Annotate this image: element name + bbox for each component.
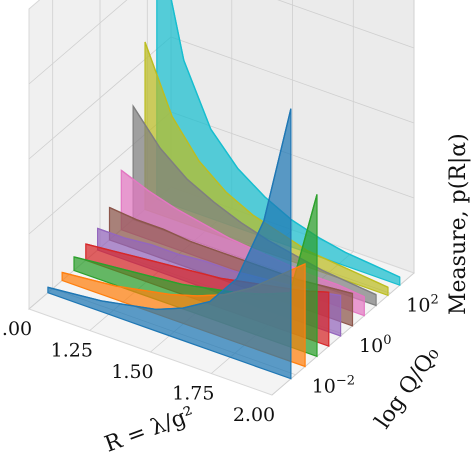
- x-tick-label: 1.50: [111, 361, 153, 383]
- series-line: [47, 108, 292, 311]
- series-line: [132, 105, 377, 296]
- x-tick-label: 1.00: [0, 318, 32, 340]
- x-axis-label: R = λ/g²: [102, 402, 198, 457]
- y-tick-label: 10−2: [312, 374, 355, 398]
- y-tick-label: 102: [406, 292, 438, 316]
- series-line: [120, 169, 365, 298]
- series-layer: [47, 0, 401, 380]
- grid-line-x: [271, 0, 415, 396]
- grid-line-z: [28, 0, 415, 85]
- z-axis-label: Measure, p(R|α): [446, 133, 471, 315]
- x-tick-label: 1.25: [51, 340, 93, 362]
- x-tick-label: 2.00: [233, 404, 275, 426]
- y-tick-label: 100: [359, 333, 391, 357]
- x-tick-label: 1.75: [172, 383, 214, 405]
